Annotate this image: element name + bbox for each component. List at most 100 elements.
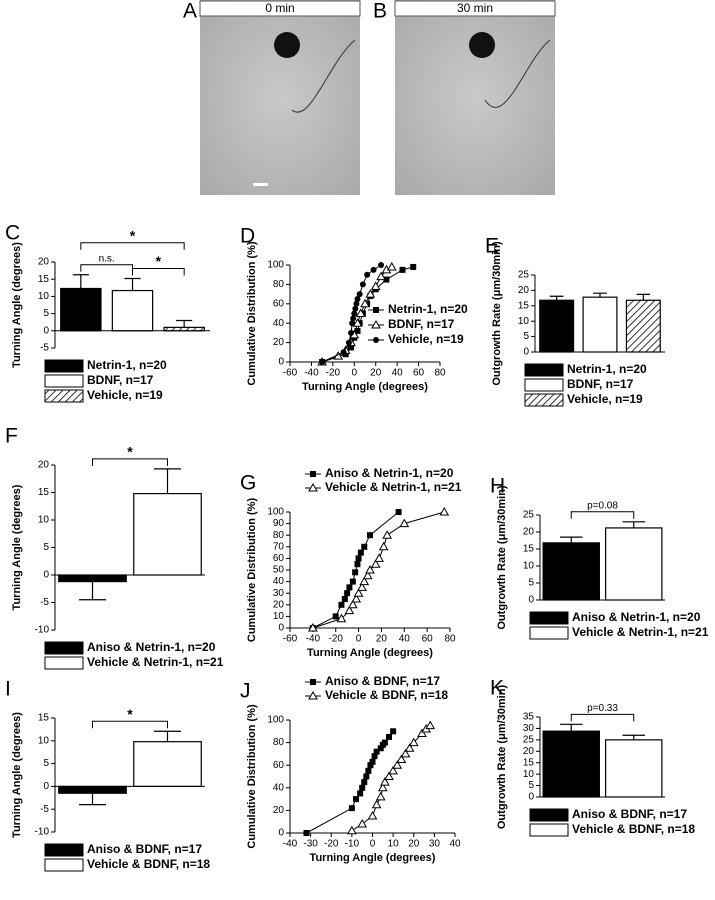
panel-letter: J <box>240 680 251 703</box>
marker <box>345 339 352 346</box>
marker <box>367 762 374 769</box>
caption: 0 min <box>265 1 294 15</box>
bar <box>58 785 127 794</box>
caption-box <box>199 0 361 17</box>
marker <box>377 782 388 792</box>
marker <box>400 748 411 758</box>
marker <box>378 262 385 268</box>
legend-label: Aniso & Netrin-1, n=20 <box>87 640 216 654</box>
bar <box>133 493 202 576</box>
x-axis-label: Turning Angle (degrees) <box>307 647 433 659</box>
y-tick-label: 20 <box>38 257 50 268</box>
x-tick-label: 40 <box>449 839 461 850</box>
marker <box>382 530 393 539</box>
marker <box>363 773 370 780</box>
y-tick-label: 20 <box>273 805 285 816</box>
error-bar <box>593 292 607 298</box>
legend-label: Vehicle, n=19 <box>567 392 643 406</box>
y-tick-label: 0 <box>278 357 284 368</box>
series-line <box>312 511 445 629</box>
y-tick-label: 0 <box>278 828 284 839</box>
marker <box>365 767 372 774</box>
marker <box>371 753 378 760</box>
marker <box>425 720 436 730</box>
panel-letter: B <box>373 0 387 23</box>
y-tick-label: 10 <box>523 769 535 780</box>
bar <box>111 289 154 332</box>
marker <box>338 601 345 608</box>
legend-swatch <box>44 359 84 373</box>
y-tick-label: 30 <box>273 588 285 599</box>
caption-box <box>394 0 556 17</box>
marker <box>350 315 357 322</box>
y-tick-label: 0 <box>523 347 529 358</box>
marker <box>388 765 398 775</box>
marker <box>357 818 368 828</box>
y-tick-label: -5 <box>40 804 49 815</box>
x-tick-label: 80 <box>434 368 446 379</box>
marker <box>399 518 410 528</box>
y-axis-label: Outgrowth Rate (μm/30min) <box>496 485 508 630</box>
marker <box>357 790 364 797</box>
legend-swatch <box>529 823 569 837</box>
y-tick-label: 40 <box>273 318 285 329</box>
significance-bracket <box>92 458 168 466</box>
bar <box>625 299 661 353</box>
y-tick-label: 10 <box>38 515 50 526</box>
error-bar <box>124 277 141 291</box>
x-tick-label: 60 <box>413 368 425 379</box>
marker <box>354 561 361 568</box>
y-tick-label: 0 <box>528 792 534 803</box>
legend-label: Aniso & Netrin-1, n=20 <box>325 466 454 480</box>
axon <box>291 39 356 113</box>
panel-letter: A <box>183 0 197 23</box>
legend-label: Vehicle & BDNF, n=18 <box>87 857 210 871</box>
y-axis-label: Outgrowth Rate (μm/30min) <box>491 241 503 386</box>
marker <box>353 796 359 803</box>
bar <box>60 287 102 332</box>
scale-bar <box>253 183 268 186</box>
y-tick-label: 20 <box>273 599 285 610</box>
y-axis-label: Turning Angle (degrees) <box>11 712 23 838</box>
error-bar <box>176 319 193 328</box>
marker <box>408 737 419 747</box>
significance-bracket <box>570 511 635 519</box>
y-tick-label: 0 <box>43 570 49 581</box>
bar <box>542 542 600 601</box>
marker <box>371 799 382 809</box>
marker <box>362 570 373 580</box>
bar <box>58 574 127 583</box>
marker <box>352 305 359 312</box>
legend-label: Vehicle & Netrin-1, n=21 <box>572 625 709 639</box>
marker <box>381 739 388 746</box>
legend-marker <box>373 337 379 343</box>
y-tick-label: 25 <box>523 510 535 521</box>
marker <box>369 758 376 765</box>
bar <box>542 730 600 798</box>
panel-letter: D <box>240 225 255 248</box>
significance-bracket <box>80 242 185 250</box>
marker <box>344 590 351 597</box>
legend-label: Aniso & BDNF, n=17 <box>325 674 440 688</box>
legend-swatch <box>529 808 569 822</box>
marker <box>354 295 361 302</box>
panel-letter: H <box>490 475 505 498</box>
marker <box>360 298 370 308</box>
marker <box>355 555 362 562</box>
significance-label: * <box>127 706 133 722</box>
marker <box>348 805 355 812</box>
significance-label: n.s. <box>99 253 115 264</box>
marker <box>361 543 368 550</box>
marker <box>404 743 415 752</box>
x-tick-label: 80 <box>444 634 456 645</box>
bar <box>605 739 663 798</box>
significance-bracket <box>570 713 635 722</box>
x-tick-label: -30 <box>303 839 318 850</box>
marker <box>351 310 358 317</box>
bead <box>469 32 495 58</box>
y-tick-label: 50 <box>273 565 285 576</box>
y-tick-label: 70 <box>273 541 285 552</box>
marker <box>386 733 392 740</box>
y-tick-label: 15 <box>38 713 50 724</box>
panel-letter: F <box>5 425 18 448</box>
